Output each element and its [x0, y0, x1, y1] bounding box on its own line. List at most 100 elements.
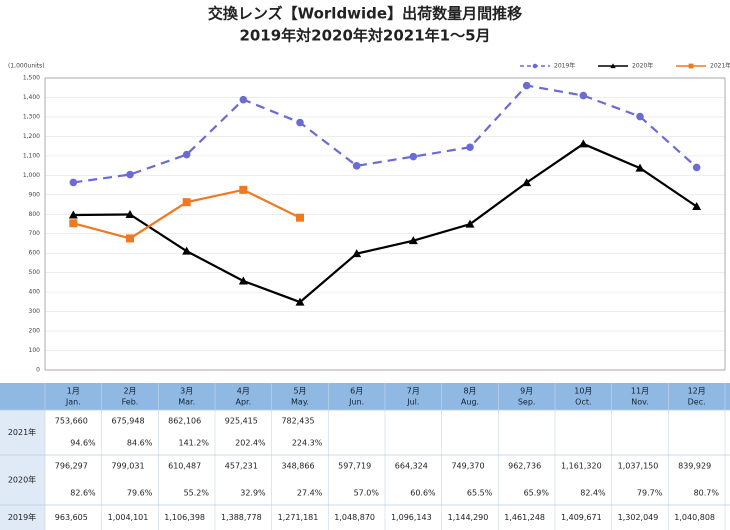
point: [635, 163, 645, 172]
table-pct: 55.2%: [184, 489, 210, 498]
table-value: 1,461,248: [504, 513, 545, 522]
table-header-ja: 8月: [463, 387, 476, 396]
y-tick-label: 900: [29, 191, 41, 198]
table-row-label: 2019年: [8, 512, 36, 522]
table-header-ja: 6月: [350, 387, 363, 396]
table-header-ja: 10月: [574, 387, 592, 396]
point: [182, 198, 191, 207]
table-value: 348,866: [281, 462, 314, 471]
table-header-en: May.: [291, 398, 309, 407]
y-tick-label: 700: [29, 230, 41, 237]
legend-label: 2021年: [710, 62, 730, 70]
y-tick-label: 1,100: [23, 152, 40, 159]
point: [126, 234, 134, 243]
point: [692, 201, 702, 210]
point: [522, 178, 532, 187]
table-pct: 224.3%: [292, 439, 323, 448]
table-value: 796,297: [55, 462, 88, 471]
chart-title: 交換レンズ【Worldwide】出荷数量月間推移: [208, 5, 522, 23]
table-header-en: Jan.: [65, 398, 81, 407]
table-value: 1,161,320: [561, 462, 602, 471]
table-pct: 32.9%: [240, 489, 266, 498]
table-header-ja: 1月: [67, 387, 80, 396]
table-value: 925,415: [225, 417, 258, 426]
table-header-ja: 4月: [237, 387, 250, 396]
table-header-ja: 11月: [631, 387, 649, 396]
point: [239, 185, 248, 194]
table-value: 1,096,143: [391, 513, 432, 522]
point: [125, 209, 135, 218]
point: [579, 91, 588, 100]
table-header-en: Jun.: [348, 398, 364, 407]
table-value: 1,106,398: [164, 513, 205, 522]
point: [465, 219, 475, 228]
y-tick-label: 1,500: [23, 75, 40, 82]
y-tick-label: 1,400: [23, 94, 40, 101]
point: [295, 297, 305, 306]
table-value: 753,660: [55, 417, 88, 426]
y-tick-label: 300: [29, 308, 41, 315]
y-tick-label: 600: [29, 250, 41, 257]
table-pct: 79.7%: [637, 489, 663, 498]
y-axis-label: (1,000units): [8, 63, 45, 70]
point: [238, 276, 248, 285]
table-value: 597,719: [338, 462, 371, 471]
table-header-ja: 3月: [180, 387, 193, 396]
legend-marker: [610, 63, 616, 69]
legend-label: 2020年: [632, 62, 653, 70]
table-value: 1,037,150: [618, 462, 659, 471]
table-pct: 80.7%: [694, 489, 720, 498]
point: [636, 112, 644, 121]
point: [352, 249, 362, 258]
table-pct: 65.5%: [467, 489, 493, 498]
table-pct: 57.0%: [354, 489, 380, 498]
y-tick-label: 200: [29, 328, 41, 335]
table-pct: 65.9%: [524, 489, 550, 498]
table-pct: 79.6%: [127, 489, 153, 498]
point: [522, 81, 531, 90]
table-value: 675,948: [111, 417, 144, 426]
table-row-label: 2020年: [8, 475, 36, 485]
table-pct: 82.4%: [580, 489, 606, 498]
point: [182, 246, 192, 255]
table-value: 1,040,808: [674, 513, 715, 522]
y-tick-label: 800: [29, 211, 41, 218]
table-value: 610,487: [168, 462, 201, 471]
point: [408, 236, 418, 245]
table-pct: 202.4%: [235, 439, 266, 448]
table-pct: 84.6%: [127, 439, 153, 448]
table-pct: 141.2%: [178, 439, 209, 448]
y-tick-label: 100: [29, 347, 41, 354]
table-header-en: Aug.: [461, 398, 479, 407]
table-pct: 27.4%: [297, 489, 323, 498]
legend-marker: [532, 63, 538, 69]
y-tick-label: 500: [29, 269, 41, 276]
table-value: 1,271,181: [278, 513, 319, 522]
table-value: 664,324: [395, 462, 428, 471]
table-header-ja: 2月: [123, 387, 136, 396]
table-rowlabel-bg: [0, 410, 45, 530]
table-header-ja: 9月: [520, 387, 533, 396]
series-line: [73, 84, 698, 184]
y-tick-label: 1,000: [23, 172, 40, 179]
point: [296, 118, 304, 127]
table-value: 839,929: [678, 462, 711, 471]
table-pct: 82.6%: [70, 489, 96, 498]
point: [409, 152, 418, 161]
table-pct: 94.6%: [70, 439, 96, 448]
chart-subtitle: 2019年対2020年対2021年1～5月: [239, 27, 490, 45]
table-value: 1,302,049: [618, 513, 659, 522]
point: [126, 170, 134, 179]
table-header-en: Dec.: [688, 398, 706, 407]
table-header-en: Jul.: [406, 398, 419, 407]
plot-border: [44, 77, 726, 371]
table-row-label: 2021年: [8, 427, 36, 437]
table-header-en: Sep.: [518, 398, 536, 407]
table-header-ja: 7月: [407, 387, 420, 396]
point: [68, 210, 78, 219]
table-value: 862,106: [168, 417, 201, 426]
table-header-en: Mar.: [178, 398, 195, 407]
point: [466, 143, 474, 152]
